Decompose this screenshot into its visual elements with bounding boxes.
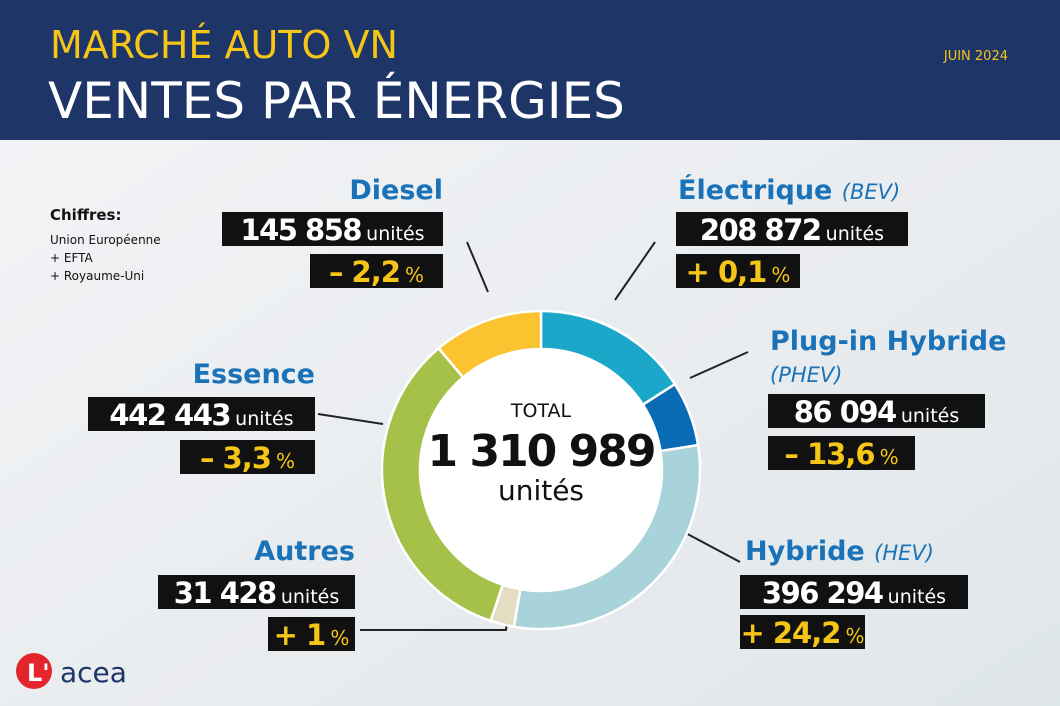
- donut-hole: [420, 349, 662, 591]
- change-label: + 1 %: [274, 618, 350, 652]
- change-number: + 24,2: [740, 616, 840, 650]
- leader-line: [317, 413, 384, 425]
- value-box: [88, 397, 315, 431]
- value-unit: unités: [235, 408, 293, 430]
- logo-mark: [16, 653, 52, 689]
- logo-letter: L': [27, 659, 50, 687]
- category-label: Plug-in Hybride: [770, 326, 1006, 357]
- change-number: + 0,1: [686, 255, 767, 289]
- value-box: [158, 575, 355, 609]
- change-number: – 2,2: [329, 255, 400, 289]
- category-name: Plug-in Hybride: [770, 326, 1006, 357]
- center-label: TOTAL: [510, 400, 572, 422]
- change-box: [768, 436, 915, 470]
- notes-line: Union Européenne: [50, 233, 161, 247]
- value-label: 442 443 unités: [109, 398, 293, 432]
- value-box: [740, 575, 968, 609]
- labels: Électrique (BEV) 208 872 unités + 0,1 % Plu…: [88, 174, 1006, 652]
- value-label: 31 428 unités: [174, 576, 340, 610]
- notes-line: + EFTA: [50, 251, 94, 265]
- value-label: 145 858 unités: [240, 213, 424, 247]
- notes-line: + Royaume-Uni: [50, 269, 144, 283]
- change-label: – 3,3 %: [200, 441, 295, 475]
- category-name: Hybride: [745, 536, 865, 567]
- change-number: – 13,6: [784, 437, 874, 471]
- change-unit: %: [330, 626, 349, 650]
- value-number: 145 858: [240, 213, 361, 247]
- value-label: 396 294 unités: [762, 576, 946, 610]
- value-unit: unités: [826, 223, 884, 245]
- category-label: Hybride (HEV): [745, 536, 934, 567]
- value-box: [768, 394, 985, 428]
- leader-line: [689, 351, 749, 379]
- change-box: [310, 254, 443, 288]
- leader-line: [466, 241, 489, 293]
- header: [0, 0, 1060, 140]
- change-box: [676, 254, 800, 288]
- value-number: 396 294: [762, 576, 883, 610]
- value-label: 208 872 unités: [700, 213, 884, 247]
- change-number: – 3,3: [200, 441, 271, 475]
- category-name: Essence: [193, 359, 315, 390]
- change-label: – 13,6 %: [784, 437, 898, 471]
- change-unit: %: [880, 445, 899, 469]
- category-subtitle: (PHEV): [770, 363, 842, 387]
- change-box: [268, 617, 355, 651]
- center-value: 1 310 989: [428, 426, 655, 477]
- category-label: Essence: [193, 359, 315, 390]
- change-number: + 1: [274, 618, 326, 652]
- value-number: 31 428: [174, 576, 276, 610]
- value-unit: unités: [901, 405, 959, 427]
- category-name: Diesel: [349, 175, 443, 206]
- category-subtitle: (BEV): [842, 180, 900, 204]
- leader-line: [614, 241, 656, 301]
- value-unit: unités: [366, 223, 424, 245]
- change-box: [180, 440, 315, 474]
- value-unit: unités: [281, 586, 339, 608]
- change-label: – 2,2 %: [329, 255, 424, 289]
- category-subtitle: (HEV): [874, 541, 934, 565]
- value-box: [222, 212, 443, 246]
- category-label: Diesel: [349, 175, 443, 206]
- value-number: 442 443: [109, 398, 230, 432]
- change-unit: %: [771, 263, 790, 287]
- leader-line: [679, 529, 741, 563]
- notes-heading: Chiffres:: [50, 206, 121, 224]
- category-name: Électrique: [678, 174, 832, 206]
- title: VENTES PAR ÉNERGIES: [48, 71, 625, 130]
- value-number: 208 872: [700, 213, 821, 247]
- category-label: Électrique (BEV): [678, 174, 900, 206]
- change-label: + 24,2 %: [740, 616, 864, 650]
- change-box: [740, 615, 865, 649]
- value-number: 86 094: [794, 395, 896, 429]
- category-name: Autres: [254, 536, 355, 567]
- supertitle: MARCHÉ AUTO VN: [50, 23, 398, 67]
- center-unit: unités: [498, 474, 584, 507]
- change-unit: %: [276, 449, 295, 473]
- change-unit: %: [405, 263, 424, 287]
- value-box: [676, 212, 908, 246]
- date: JUIN 2024: [943, 49, 1008, 64]
- category-label: Autres: [254, 536, 355, 567]
- change-label: + 0,1 %: [686, 255, 791, 289]
- change-unit: %: [846, 624, 865, 648]
- logo-text: acea: [60, 656, 127, 689]
- value-label: 86 094 unités: [794, 395, 960, 429]
- value-unit: unités: [888, 586, 946, 608]
